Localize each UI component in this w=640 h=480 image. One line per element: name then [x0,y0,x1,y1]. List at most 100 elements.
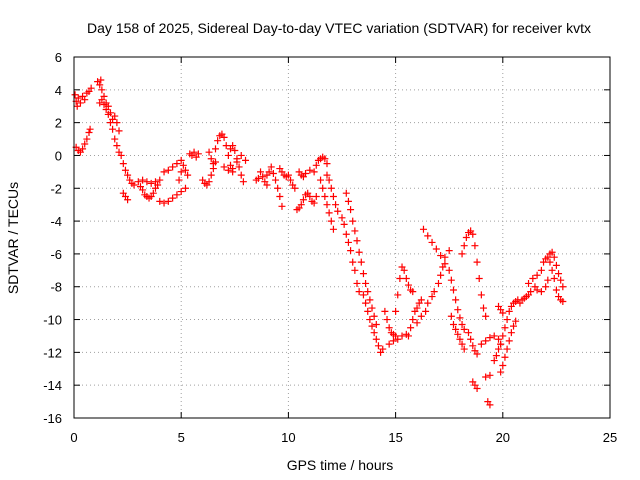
data-point [334,207,342,215]
data-point [404,332,412,340]
data-point [499,332,507,340]
data-point [310,199,318,207]
data-point [460,345,468,353]
data-point [156,197,164,205]
data-point [480,304,488,312]
data-point [372,320,380,328]
data-point [482,312,490,320]
data-point [379,345,387,353]
data-point [449,320,457,328]
data-point [437,271,445,279]
data-point [404,281,412,289]
data-point [507,329,515,337]
data-point [312,161,320,169]
data-point [209,160,217,168]
data-point [74,94,82,102]
data-point [287,176,295,184]
data-point [409,316,417,324]
data-point [207,171,215,179]
data-point [102,106,110,114]
data-point [134,178,142,186]
data-point [205,148,213,156]
data-point [471,242,479,250]
data-point [81,140,89,148]
data-point [529,275,537,283]
y-tick-label: -6 [50,247,62,262]
data-point [207,155,215,163]
data-point [542,283,550,291]
data-point [237,171,245,179]
data-point [501,324,509,332]
data-point [413,304,421,312]
data-point [194,150,202,158]
data-point [109,125,117,133]
data-point [441,260,449,268]
data-point [486,334,494,342]
data-point [342,189,350,197]
data-point [111,135,119,143]
data-point [177,156,185,164]
data-point [550,253,558,261]
data-point [452,325,460,333]
data-point [417,312,425,320]
data-point [353,237,361,245]
data-point [81,96,89,104]
y-tick-label: -4 [50,214,62,229]
data-point [544,276,552,284]
data-point [222,142,230,150]
data-point [233,158,241,166]
data-point [147,179,155,187]
data-point [368,304,376,312]
data-point [501,353,509,361]
data-point [355,248,363,256]
data-point [130,181,138,189]
data-point [385,324,393,332]
data-point [552,286,560,294]
data-point [87,84,95,92]
data-point [237,151,245,159]
data-point [327,217,335,225]
data-point [267,163,275,171]
data-point [229,142,237,150]
data-point [537,288,545,296]
data-point [407,324,415,332]
data-point [160,199,168,207]
data-point [497,368,505,376]
y-tick-label: 4 [55,83,62,98]
data-point [325,209,333,217]
data-point [169,163,177,171]
tick-labels: 0 5 10 15 20 25 -16 -14 -12 -10 -8 -6 -4 -2 0 2 4 6 [43,50,617,445]
data-point [456,314,464,322]
data-point [139,186,147,194]
data-point [351,227,359,235]
data-point [370,329,378,337]
y-tick-label: 6 [55,50,62,65]
data-point [291,184,299,192]
data-point [224,166,232,174]
data-point [312,192,320,200]
data-point [164,166,172,174]
data-point [259,173,267,181]
data-point [417,296,425,304]
data-point [533,286,541,294]
data-point [469,230,477,238]
data-point [362,279,370,287]
data-point [98,96,106,104]
data-point [173,160,181,168]
y-tick-label: -16 [43,411,62,426]
data-point [231,147,239,155]
data-point [344,238,352,246]
axis-ticks [73,56,611,419]
plot-frame [73,56,611,419]
data-point [366,296,374,304]
data-point [321,155,329,163]
data-point [452,296,460,304]
data-point [402,275,410,283]
data-point [124,196,132,204]
data-point [85,128,93,136]
data-point [179,161,187,169]
y-tick-label: -12 [43,345,62,360]
data-point [79,145,87,153]
data-point [499,361,507,369]
